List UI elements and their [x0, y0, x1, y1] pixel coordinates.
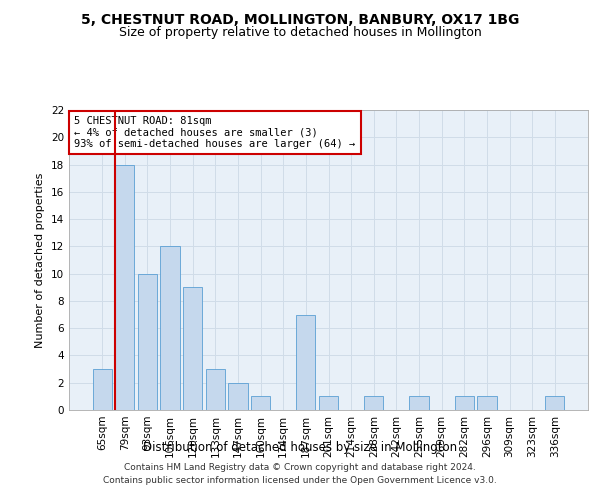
Text: Size of property relative to detached houses in Mollington: Size of property relative to detached ho… — [119, 26, 481, 39]
Bar — [160, 246, 180, 410]
Text: 5 CHESTNUT ROAD: 81sqm
← 4% of detached houses are smaller (3)
93% of semi-detac: 5 CHESTNUT ROAD: 81sqm ← 4% of detached … — [74, 116, 355, 149]
Bar — [409, 396, 428, 410]
Bar — [251, 396, 270, 410]
Bar — [229, 382, 248, 410]
Bar — [115, 164, 134, 410]
Text: 5, CHESTNUT ROAD, MOLLINGTON, BANBURY, OX17 1BG: 5, CHESTNUT ROAD, MOLLINGTON, BANBURY, O… — [81, 12, 519, 26]
Bar — [183, 288, 202, 410]
Bar — [477, 396, 497, 410]
Text: Contains HM Land Registry data © Crown copyright and database right 2024.: Contains HM Land Registry data © Crown c… — [124, 464, 476, 472]
Bar — [138, 274, 157, 410]
Bar — [364, 396, 383, 410]
Bar — [206, 369, 225, 410]
Text: Distribution of detached houses by size in Mollington: Distribution of detached houses by size … — [143, 441, 457, 454]
Bar — [319, 396, 338, 410]
Y-axis label: Number of detached properties: Number of detached properties — [35, 172, 46, 348]
Bar — [92, 369, 112, 410]
Text: Contains public sector information licensed under the Open Government Licence v3: Contains public sector information licen… — [103, 476, 497, 485]
Bar — [455, 396, 474, 410]
Bar — [545, 396, 565, 410]
Bar — [296, 314, 316, 410]
